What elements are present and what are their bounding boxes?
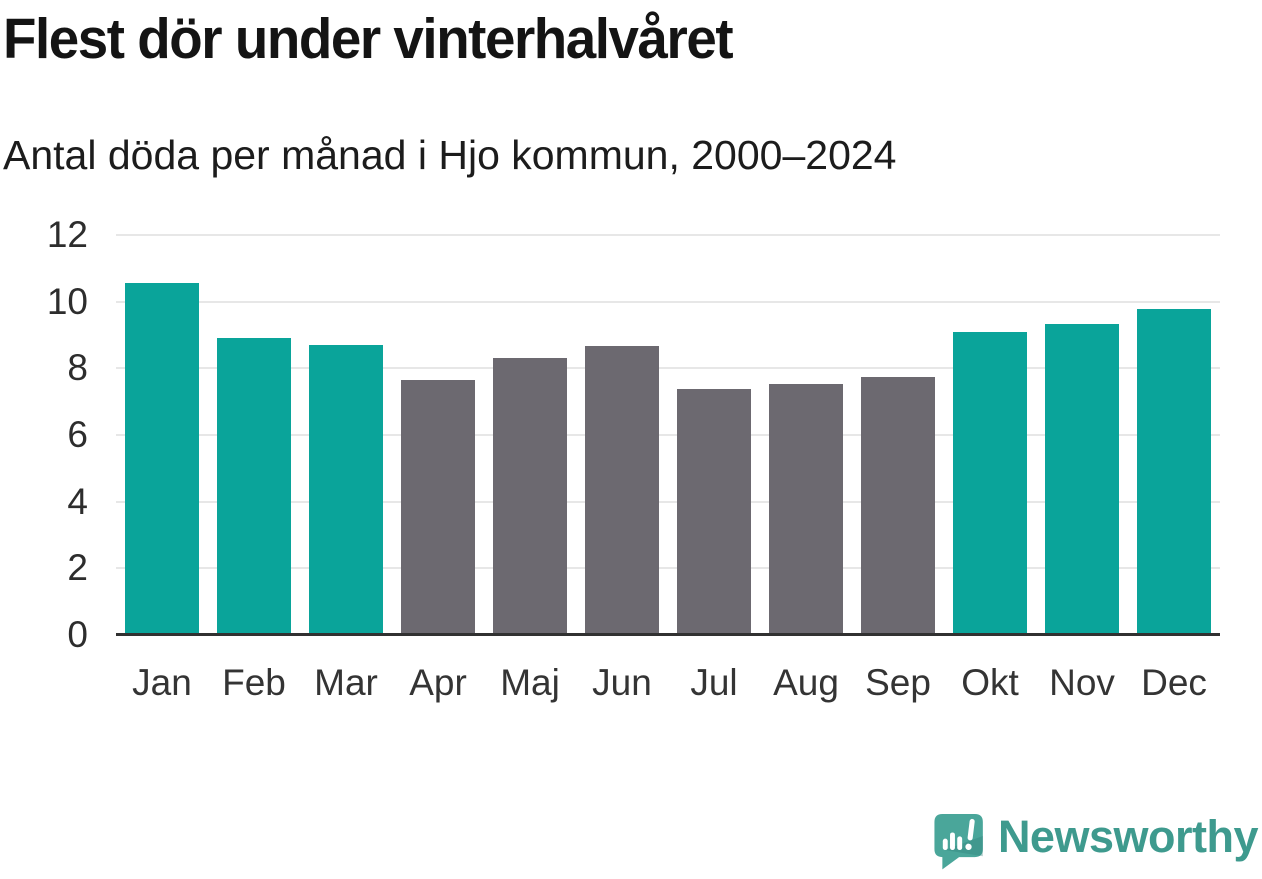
y-tick-label-8: 8 — [67, 347, 88, 389]
bar-nov — [1045, 324, 1119, 635]
y-tick-label-12: 12 — [46, 214, 88, 255]
y-tick-label-4: 4 — [67, 480, 88, 522]
y-tick-label-10: 10 — [46, 280, 88, 322]
bar-jun — [585, 346, 659, 635]
x-axis-baseline — [116, 633, 1220, 636]
bar-feb — [217, 337, 291, 635]
bar-okt — [953, 332, 1027, 635]
newsworthy-logo-text: Newsworthy — [997, 810, 1259, 862]
gridline-12 — [116, 234, 1220, 236]
newsworthy-logo-icon — [934, 813, 983, 870]
x-tick-label-dec: Dec — [1141, 662, 1207, 703]
y-tick-label-2: 2 — [67, 547, 88, 589]
x-tick-label-mar: Mar — [314, 662, 378, 703]
gridline-2 — [116, 567, 1220, 570]
x-tick-label-jan: Jan — [132, 662, 192, 703]
bar-mar — [309, 345, 383, 635]
bar-sep — [861, 377, 935, 635]
newsworthy-logo: Newsworthy — [923, 806, 1259, 873]
chart-title: Flest dör under vinterhalvåret — [3, 7, 734, 71]
bar-maj — [493, 357, 567, 635]
x-tick-label-feb: Feb — [222, 662, 286, 703]
bar-apr — [401, 380, 475, 635]
y-axis: 0 2 4 6 8 10 12 — [0, 214, 88, 655]
x-tick-label-aug: Aug — [773, 662, 839, 703]
x-axis: Jan Feb Mar Apr Maj Jun Jul Aug Sep Okt Nov Dec — [116, 658, 1220, 708]
bar-aug — [769, 384, 843, 635]
bar-jul — [677, 388, 751, 635]
plot-area — [116, 234, 1220, 636]
gridline-6 — [116, 434, 1220, 436]
gridline-10 — [116, 300, 1220, 303]
chart-subtitle: Antal döda per månad i Hjo kommun, 2000–… — [3, 132, 897, 178]
x-tick-label-jun: Jun — [592, 662, 652, 703]
x-tick-label-apr: Apr — [409, 662, 467, 703]
gridline-4 — [116, 500, 1220, 503]
x-tick-label-jul: Jul — [690, 662, 738, 703]
bar-dec — [1137, 309, 1211, 635]
x-tick-label-maj: Maj — [500, 662, 560, 703]
y-tick-label-6: 6 — [67, 414, 88, 455]
gridline-8 — [116, 367, 1220, 370]
x-tick-label-nov: Nov — [1049, 662, 1115, 703]
x-tick-label-sep: Sep — [865, 662, 931, 703]
bar-jan — [125, 282, 199, 635]
x-tick-label-okt: Okt — [961, 662, 1019, 703]
y-tick-label-0: 0 — [67, 614, 88, 655]
